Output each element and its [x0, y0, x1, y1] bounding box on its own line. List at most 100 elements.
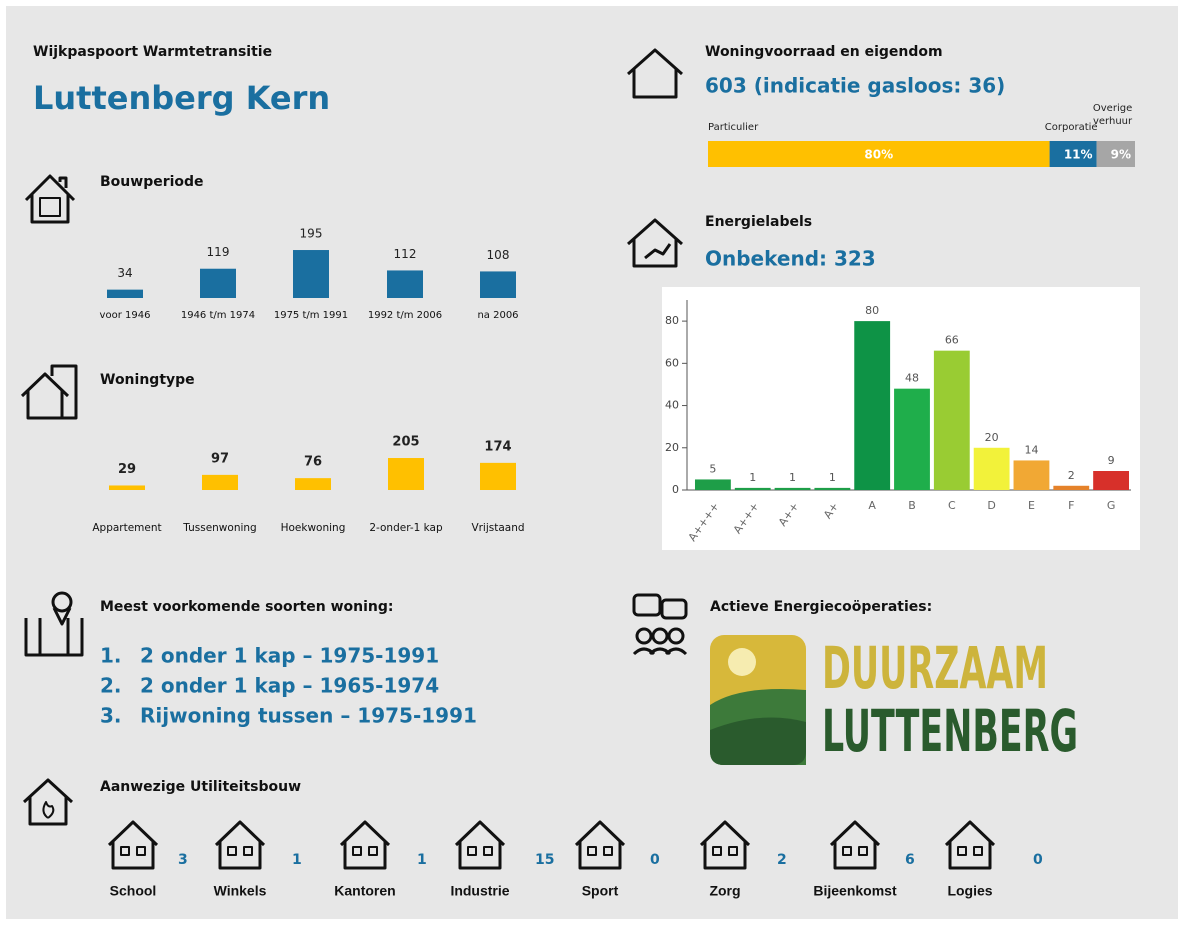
utility-name: Logies — [947, 883, 992, 899]
utility-count: 0 — [650, 852, 660, 868]
bar — [734, 487, 771, 490]
building-shape — [107, 820, 159, 870]
building-icon — [574, 820, 626, 870]
building-shape — [339, 820, 391, 870]
y-tick-label: 20 — [665, 441, 679, 454]
category-label: 2-onder-1 kap — [369, 522, 443, 534]
bar — [387, 270, 423, 298]
x-tick-label: F — [1068, 499, 1074, 512]
bar — [694, 479, 731, 490]
list-item: Rijwoning tussen – 1975-1991 — [140, 704, 477, 728]
building-window — [728, 846, 738, 856]
bar — [973, 447, 1010, 490]
category-label: Hoekwoning — [281, 522, 346, 534]
chart-title: Energielabels — [705, 214, 812, 230]
utility-count: 1 — [292, 852, 302, 868]
bar — [933, 350, 970, 490]
category-label: 1992 t/m 2006 — [368, 310, 442, 321]
data-label: 20 — [985, 431, 999, 444]
list-item: 2 onder 1 kap – 1975-1991 — [140, 644, 439, 668]
icon-house-chart — [627, 218, 683, 268]
building-icon — [829, 820, 881, 870]
icon-house-building — [20, 364, 78, 420]
utility-count: 6 — [905, 852, 915, 868]
list-number: 1. — [100, 644, 122, 668]
utility-count: 0 — [1033, 852, 1043, 868]
section-title: Aanwezige Utiliteitsbouw — [100, 779, 301, 795]
list-item: 2 onder 1 kap – 1965-1974 — [140, 674, 439, 698]
building-window — [368, 846, 378, 856]
data-label: 5 — [709, 462, 716, 475]
x-tick-label: G — [1107, 499, 1116, 512]
bar — [854, 321, 891, 490]
x-tick-label: B — [908, 499, 916, 512]
bar — [1053, 485, 1090, 490]
building-window — [352, 846, 362, 856]
logo: DUURZAAM LUTTENBERG — [710, 634, 1078, 765]
building-window — [842, 846, 852, 856]
building-window — [603, 846, 613, 856]
page-title: Luttenberg Kern — [33, 79, 330, 117]
utility-name: Winkels — [214, 883, 267, 899]
bar — [293, 250, 329, 298]
data-label: 205 — [392, 435, 419, 450]
building-icon — [339, 820, 391, 870]
data-label: 9 — [1108, 454, 1115, 467]
building-icon — [214, 820, 266, 870]
building-icon — [944, 820, 996, 870]
page-subtitle: Wijkpaspoort Warmtetransitie — [33, 44, 272, 60]
bar — [109, 485, 145, 490]
category-label: Particulier — [708, 122, 759, 133]
category-label-box: Overige verhuur — [1092, 103, 1133, 127]
building-window — [120, 846, 130, 856]
bar — [480, 271, 516, 298]
chart-subtitle: Onbekend: 323 — [705, 247, 876, 271]
utility-name: Industrie — [450, 883, 509, 899]
utility-name: School — [110, 883, 157, 899]
bar-segment — [1049, 141, 1097, 167]
data-label: 80 — [865, 304, 879, 317]
data-label: 112 — [394, 247, 417, 261]
bar-segment — [708, 141, 1050, 167]
category-label: Tussenwoning — [182, 522, 256, 534]
y-tick-label: 80 — [665, 314, 679, 327]
building-window — [712, 846, 722, 856]
bar — [894, 388, 930, 490]
data-label: 66 — [945, 334, 959, 347]
chart-title: Bouwperiode — [100, 174, 204, 190]
bar — [295, 478, 331, 490]
utility-count: 15 — [535, 852, 554, 868]
chart-title: Woningvoorraad en eigendom — [705, 44, 943, 60]
data-label: 80% — [864, 148, 893, 162]
building-shape — [829, 820, 881, 870]
data-label: 9% — [1111, 148, 1131, 162]
icon-house-fire — [22, 778, 74, 826]
bar — [202, 474, 238, 490]
data-label: 1 — [829, 471, 836, 484]
building-icon — [699, 820, 751, 870]
data-label: 119 — [207, 245, 230, 259]
data-label: 48 — [905, 372, 919, 385]
icon-house-calendar — [24, 174, 76, 224]
category-label: Overige verhuur — [1092, 103, 1133, 127]
y-tick-label: 40 — [665, 399, 679, 412]
building-window — [858, 846, 868, 856]
x-tick-label: E — [1028, 499, 1035, 512]
bar — [1093, 471, 1130, 490]
bar — [388, 458, 424, 490]
logo-text: LUTTENBERG — [822, 697, 1078, 765]
building-shape — [944, 820, 996, 870]
data-label: 1 — [789, 471, 796, 484]
data-label: 2 — [1068, 469, 1075, 482]
building-shape — [574, 820, 626, 870]
bar — [1013, 460, 1050, 490]
category-label: na 2006 — [477, 310, 518, 321]
logo-text: DUURZAAM — [822, 634, 1048, 702]
category-label: Appartement — [92, 522, 161, 534]
bar — [107, 289, 143, 298]
x-tick-label: D — [987, 499, 995, 512]
building-window — [973, 846, 983, 856]
building-shape — [454, 820, 506, 870]
building-window — [587, 846, 597, 856]
